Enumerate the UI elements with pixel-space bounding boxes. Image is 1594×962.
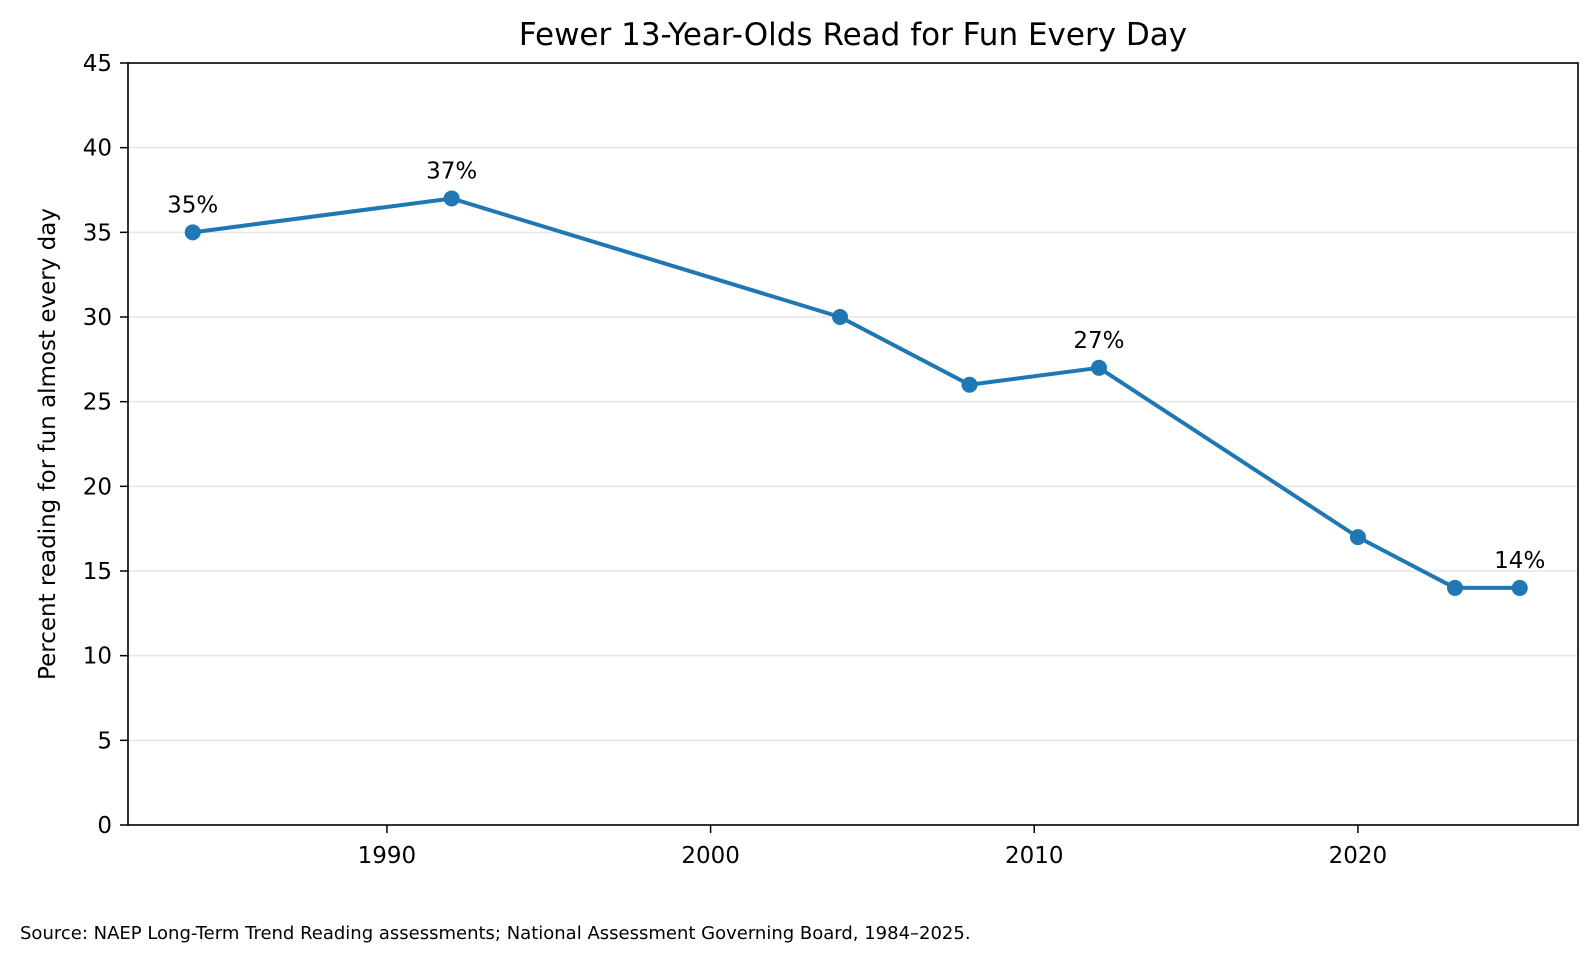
data-label: 35% — [167, 192, 218, 218]
y-tick-label: 0 — [97, 813, 112, 839]
data-point — [443, 190, 460, 207]
plot-frame — [127, 62, 1579, 826]
y-tick-label: 30 — [83, 305, 112, 331]
data-label: 37% — [426, 158, 477, 184]
data-point — [1090, 359, 1107, 376]
data-point — [1511, 579, 1528, 596]
y-tick-label: 25 — [83, 390, 112, 416]
data-point — [1447, 579, 1464, 596]
grid-lines — [128, 146, 1578, 742]
data-point — [1349, 529, 1366, 546]
y-tick-label: 45 — [83, 51, 112, 77]
data-point — [832, 309, 849, 325]
series-group — [184, 190, 1528, 596]
y-axis-label: Percent reading for fun almost every day — [35, 208, 61, 680]
data-point — [184, 224, 201, 241]
y-tick-label: 5 — [97, 728, 112, 754]
chart-title: Fewer 13-Year-Olds Read for Fun Every Da… — [519, 17, 1187, 53]
y-tick-label: 35 — [83, 220, 112, 246]
x-tick-label: 2000 — [681, 843, 740, 869]
x-axis: 1990 2000 2010 2020 — [358, 825, 1388, 869]
x-tick-label: 1990 — [358, 843, 417, 869]
y-tick-label: 15 — [83, 559, 112, 585]
source-note: Source: NAEP Long-Term Trend Reading ass… — [20, 923, 971, 944]
data-label: 14% — [1494, 548, 1545, 574]
y-tick-label: 20 — [83, 474, 112, 500]
y-axis: 0 5 10 15 20 25 30 35 40 45 — [83, 51, 128, 839]
x-tick-label: 2020 — [1329, 843, 1388, 869]
series-line — [192, 196, 1520, 590]
y-tick-label: 10 — [83, 644, 112, 670]
y-tick-label: 40 — [83, 136, 112, 162]
data-point — [961, 376, 978, 393]
data-label: 27% — [1073, 328, 1124, 354]
x-tick-label: 2010 — [1005, 843, 1064, 869]
data-labels-group: 35% 37% 27% 14% — [167, 158, 1545, 573]
